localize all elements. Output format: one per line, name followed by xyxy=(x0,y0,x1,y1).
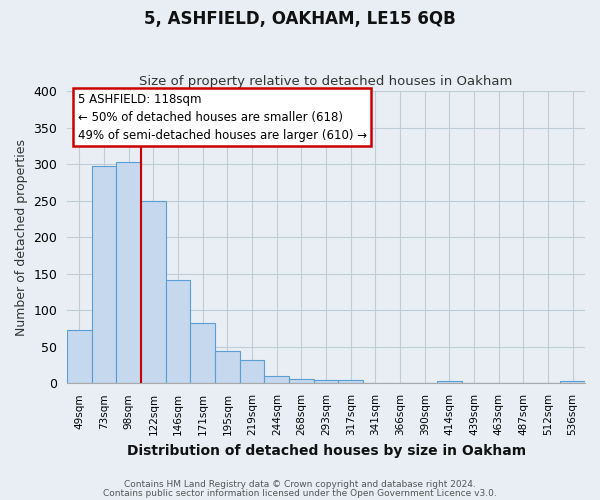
Bar xyxy=(190,322,215,384)
Text: Contains public sector information licensed under the Open Government Licence v3: Contains public sector information licen… xyxy=(103,488,497,498)
Bar xyxy=(560,381,585,384)
Bar xyxy=(240,360,265,384)
Bar xyxy=(141,200,166,384)
Bar xyxy=(92,166,116,384)
Bar xyxy=(116,162,141,384)
Text: Contains HM Land Registry data © Crown copyright and database right 2024.: Contains HM Land Registry data © Crown c… xyxy=(124,480,476,489)
Y-axis label: Number of detached properties: Number of detached properties xyxy=(15,138,28,336)
Text: 5 ASHFIELD: 118sqm
← 50% of detached houses are smaller (618)
49% of semi-detach: 5 ASHFIELD: 118sqm ← 50% of detached hou… xyxy=(77,92,367,142)
Text: 5, ASHFIELD, OAKHAM, LE15 6QB: 5, ASHFIELD, OAKHAM, LE15 6QB xyxy=(144,10,456,28)
Bar xyxy=(289,379,314,384)
Bar xyxy=(166,280,190,384)
Bar xyxy=(314,380,338,384)
Bar xyxy=(338,380,363,384)
Bar xyxy=(215,351,240,384)
Bar xyxy=(67,330,92,384)
Title: Size of property relative to detached houses in Oakham: Size of property relative to detached ho… xyxy=(139,76,513,88)
Bar xyxy=(265,376,289,384)
Bar xyxy=(437,381,462,384)
X-axis label: Distribution of detached houses by size in Oakham: Distribution of detached houses by size … xyxy=(127,444,526,458)
